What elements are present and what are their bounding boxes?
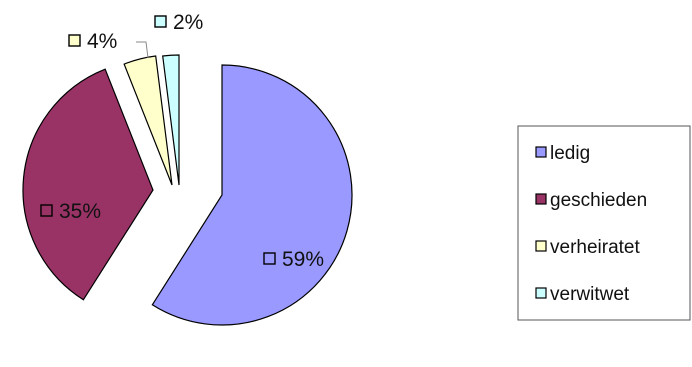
data-label-marker <box>263 252 276 265</box>
data-label-verwitwet: 2% <box>173 11 203 34</box>
pie-slice-verheiratet <box>123 55 173 186</box>
legend-label-verheiratet: verheiratet <box>550 237 640 258</box>
legend-box <box>517 125 691 321</box>
data-label-marker <box>154 15 167 28</box>
legend-label-ledig: ledig <box>550 143 590 164</box>
leader-line <box>136 41 149 59</box>
legend-label-geschieden: geschieden <box>550 190 647 211</box>
legend-swatch-ledig <box>535 146 547 158</box>
data-labels: 59% 35% 4% 2% <box>40 11 324 271</box>
data-label-geschieden: 35% <box>59 200 101 223</box>
pie-slices <box>22 54 353 326</box>
data-label-marker <box>40 204 53 217</box>
leader-lines <box>136 41 149 59</box>
legend-swatch-verwitwet <box>535 287 547 299</box>
pie-slice-ledig <box>151 64 353 326</box>
data-label-marker <box>68 34 81 47</box>
legend-swatch-geschieden <box>535 193 547 205</box>
legend-swatch-verheiratet <box>535 240 547 252</box>
legend: ledig geschieden verheiratet verwitwet <box>517 125 691 321</box>
data-label-verheiratet: 4% <box>87 30 117 53</box>
pie-slice-verwitwet <box>162 54 180 186</box>
legend-label-verwitwet: verwitwet <box>550 284 630 305</box>
data-label-ledig: 59% <box>282 248 324 271</box>
pie-slice-geschieden <box>22 68 154 301</box>
